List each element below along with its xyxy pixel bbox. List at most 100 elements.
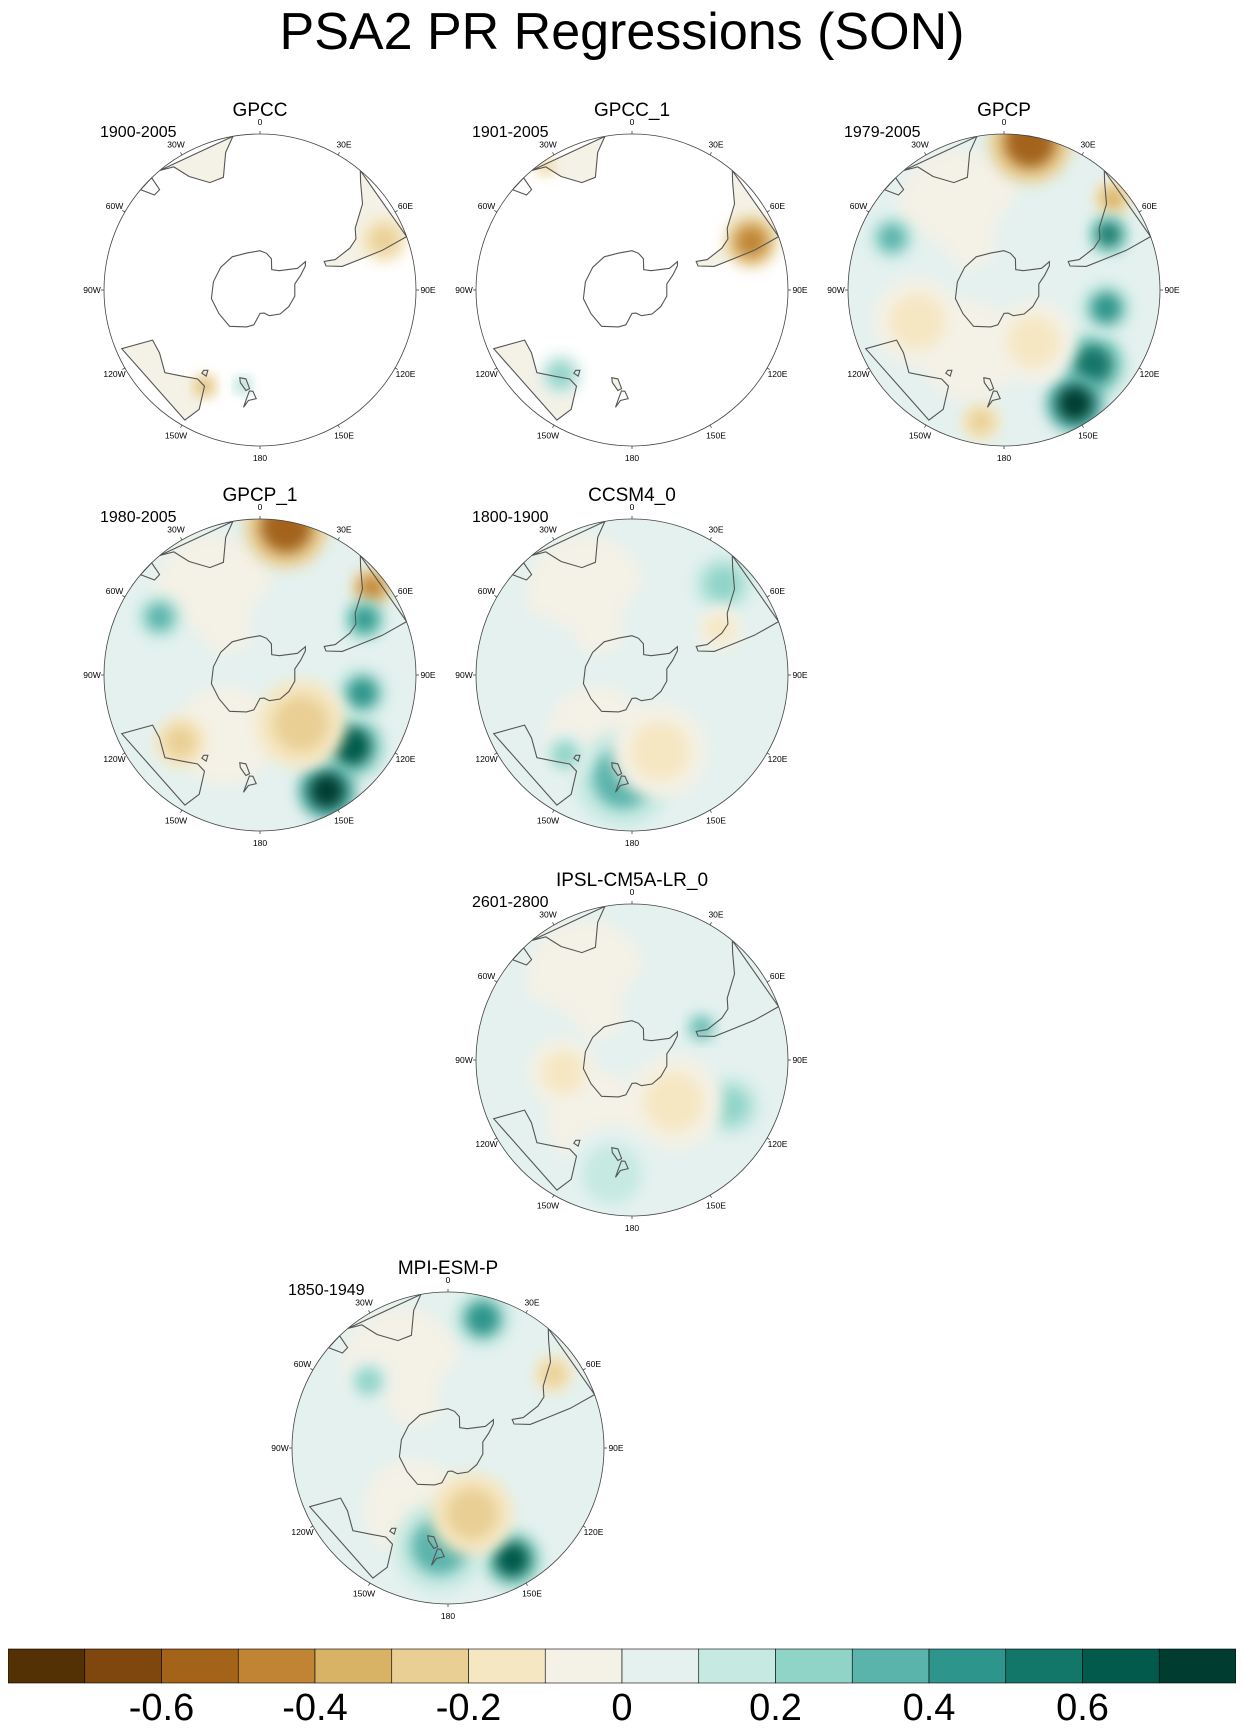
coastline [573,754,581,762]
anomaly-core [260,519,313,553]
anomaly-core [889,293,946,350]
anomaly-core [1072,344,1113,385]
lon-tick [394,367,398,370]
anomaly-core [273,695,330,752]
coastline [347,1293,423,1342]
lon-tick [709,424,712,428]
panel-period: 1979-2005 [844,124,921,141]
lon-tick [310,1368,314,1371]
lon-label: 60E [398,201,413,211]
coastline [210,635,306,713]
lon-tick [766,210,770,213]
lon-label: 30E [1080,140,1095,150]
lon-label: 120E [396,754,416,764]
lon-tick [337,152,340,156]
lon-label: 0 [630,117,635,127]
lon-tick [552,1194,555,1198]
lon-tick [924,424,927,428]
lon-tick [394,210,398,213]
anomaly-core [735,225,768,258]
lon-tick [766,595,770,598]
lon-label: 120W [103,369,125,379]
anomaly-core [1096,222,1121,247]
lon-tick [494,752,498,755]
lon-label: 150W [165,815,187,825]
map-panel-ipsl: 0 30E 60E 90E 120E 150E 180 150W 120W 90W 60W 30W IP… [452,870,812,1240]
coastline [239,762,251,777]
lon-label: 30W [167,525,184,535]
lon-label: 180 [625,453,639,463]
anomaly-patch [249,583,330,664]
lon-label: 0 [630,887,635,897]
lon-tick [368,1310,371,1314]
lon-label: 30W [911,140,928,150]
anomaly-core [691,1017,712,1038]
lon-label: 30W [539,525,556,535]
lon-tick [766,980,770,983]
land-fill [159,136,233,183]
lon-tick [766,367,770,370]
lon-label: 30E [524,1298,539,1308]
polar-map-gpcp: 0 30E 60E 90E 120E 150E 180 150W 120W 90W 60W 30W [827,117,1180,463]
lon-label: 150E [334,815,354,825]
lon-tick [180,424,183,428]
coastline [945,369,953,377]
lon-tick [525,1582,528,1586]
coastline [210,250,306,328]
colorbar-tick-label: 0.2 [749,1687,802,1729]
lon-tick [866,210,870,213]
coastline [614,390,629,408]
anomaly-core [551,740,580,769]
coastline [903,135,979,184]
lon-tick [337,537,340,541]
lon-tick [525,1310,528,1314]
lon-label: 30W [539,140,556,150]
panel-period: 1850-1949 [288,1282,365,1299]
lon-label: 120E [768,754,788,764]
lon-label: 0 [1002,117,1007,127]
lon-label: 30E [708,910,723,920]
colorbar-tick-label: 0.6 [1056,1687,1109,1729]
lon-label: 60W [850,201,867,211]
lon-label: 30W [167,140,184,150]
coastline [120,724,206,806]
anomaly-core [164,725,197,758]
panel-period: 1900-2005 [100,124,177,141]
lon-label: 120E [396,369,416,379]
coastline [695,168,780,267]
lon-tick [709,1194,712,1198]
lon-tick [180,809,183,813]
lon-label: 150E [1078,430,1098,440]
lon-label: 150E [706,815,726,825]
lon-label: 30E [336,140,351,150]
lon-tick [709,152,712,156]
map-panel-gpcc: 0 30E 60E 90E 120E 150E 180 150W 120W 90W 60W 30W GP… [80,100,440,470]
coastline [531,520,607,569]
lon-label: 120W [475,754,497,764]
colorbar-swatch [928,1648,1007,1684]
anomaly-core [354,1367,383,1396]
anomaly-core [370,225,399,254]
polar-map-ccsm4: 0 30E 60E 90E 120E 150E 180 150W 120W 90W 60W 30W [455,502,808,848]
colorbar-swatch [621,1648,700,1684]
land-fill [493,340,577,421]
lon-tick [494,367,498,370]
anomaly-core [1090,292,1123,324]
coastline [582,250,678,328]
coastline [239,377,251,392]
panel-period: 2601-2800 [472,894,549,911]
colorbar-swatch [391,1648,469,1684]
coastline [864,339,950,421]
lon-label: 60E [1142,201,1157,211]
lon-label: 90E [1164,285,1179,295]
coastline [389,1527,397,1535]
lon-label: 60W [106,201,123,211]
lon-tick [709,922,712,926]
panel-title: GPCP [977,100,1031,121]
polar-map-gpcp1: 0 30E 60E 90E 120E 150E 180 150W 120W 90W 60W 30W [83,502,436,848]
colorbar-swatch [8,1648,86,1684]
lon-label: 120W [103,754,125,764]
anomaly-core [540,1050,585,1095]
lon-label: 60W [478,586,495,596]
coastline [986,390,1001,408]
